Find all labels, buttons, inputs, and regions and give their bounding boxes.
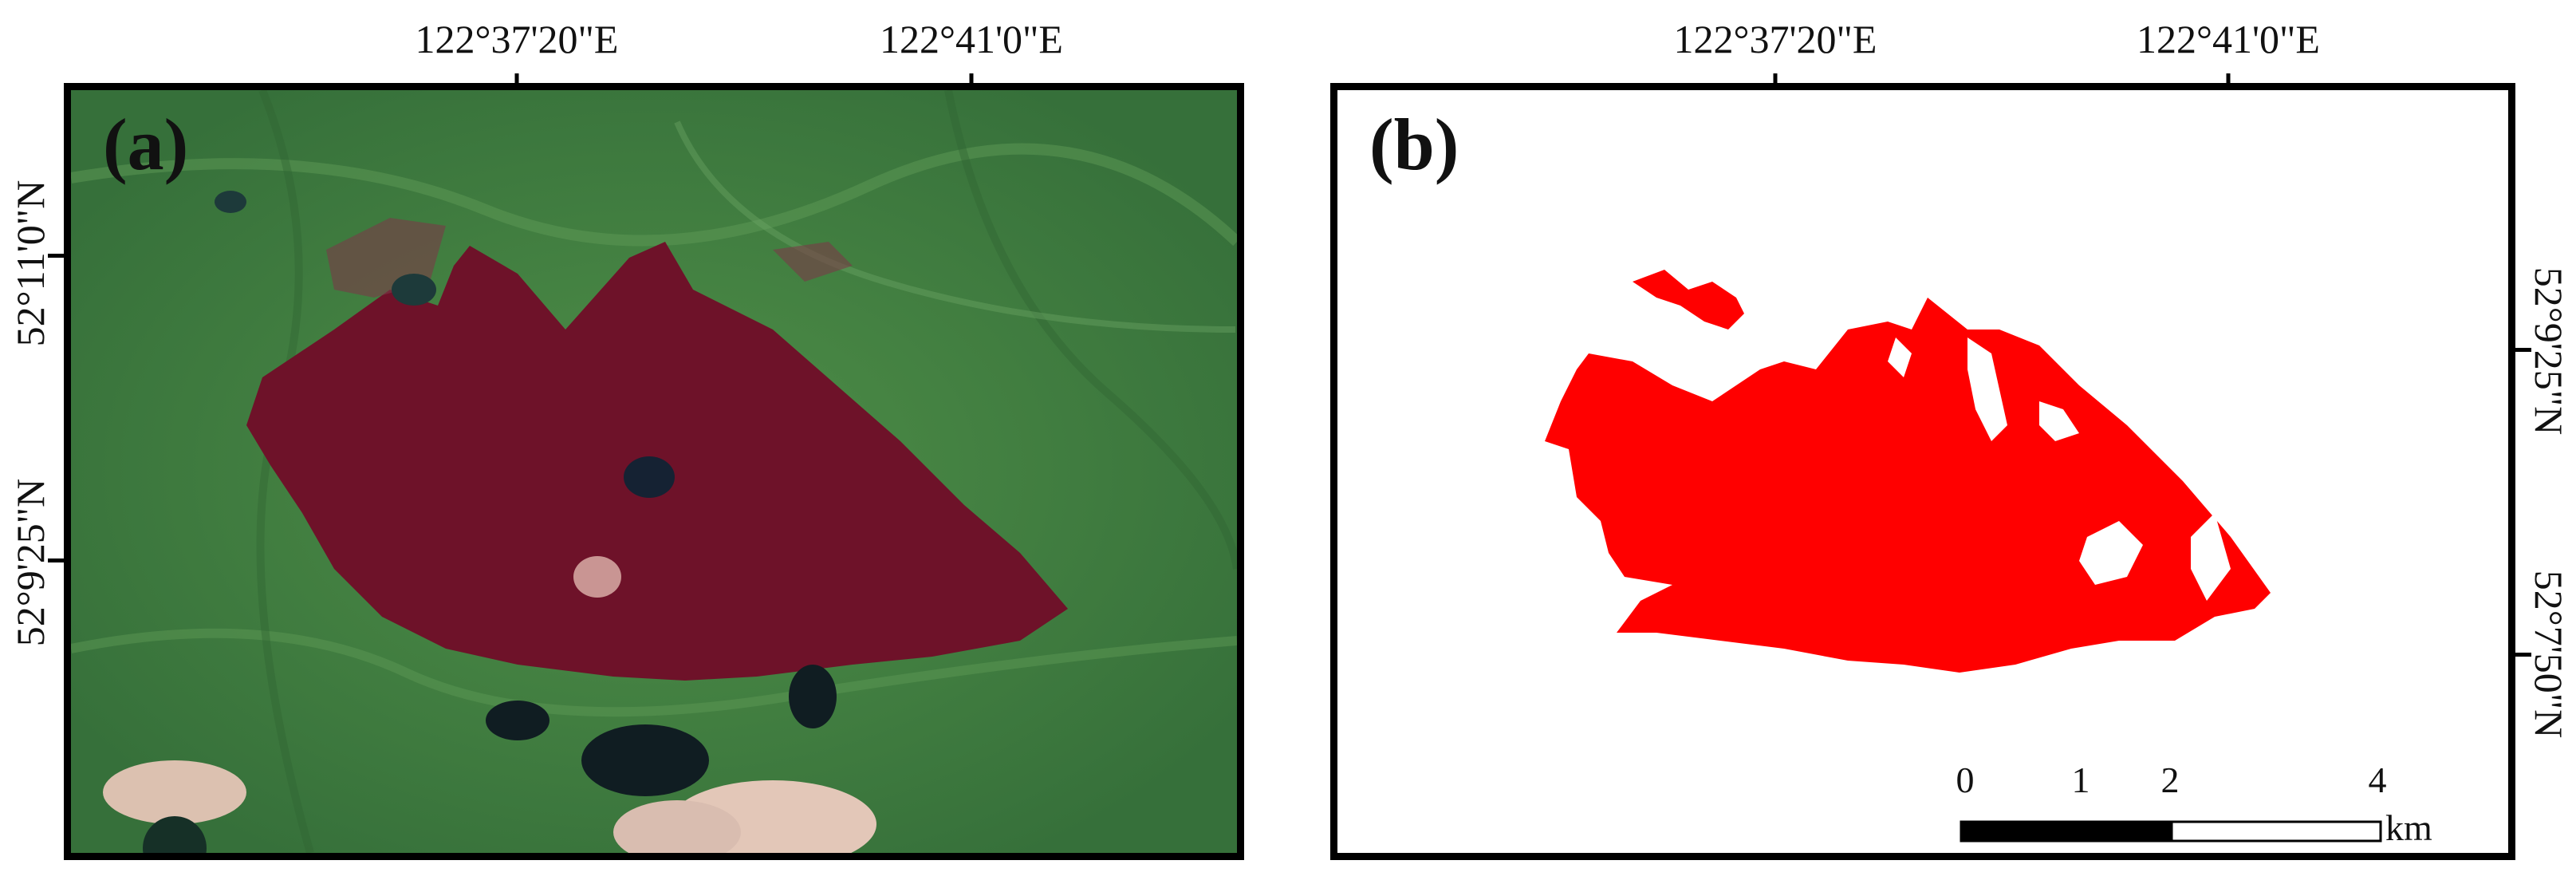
lat-label-a-2: 52°9'25"N (8, 478, 53, 647)
lat-label-a-1: 52°11'0"N (8, 180, 53, 347)
lat-tick (2512, 348, 2531, 352)
satellite-image-panel: (a) (64, 83, 1244, 860)
burn-mask (1545, 298, 2271, 673)
panel-b-label: (b) (1369, 104, 1459, 185)
lon-tick (2226, 73, 2231, 88)
panel-a-label: (a) (103, 104, 189, 185)
scale-bar (1960, 820, 2382, 843)
lon-label-a-2: 122°41'0"E (880, 17, 1063, 61)
scale-tick-label: 2 (2160, 760, 2180, 800)
lat-label-b-2: 52°7'50"N (2527, 570, 2571, 739)
scale-tick-label: 0 (1956, 760, 1975, 800)
lon-label-b-2: 122°41'0"E (2137, 17, 2320, 61)
lat-label-b-1: 52°9'25"N (2527, 266, 2571, 436)
scale-unit: km (2385, 807, 2432, 848)
satellite-image (71, 90, 1237, 853)
lon-tick (969, 73, 974, 88)
lon-label-a-1: 122°37'20"E (415, 17, 619, 61)
lon-tick (514, 73, 519, 88)
burn-mask-map (1545, 270, 2271, 673)
burn-mask-panel: (b) 0 1 2 4 km (1330, 83, 2515, 860)
lon-label-b-1: 122°37'20"E (1673, 17, 1877, 61)
lat-tick (2512, 653, 2531, 657)
scale-tick-label: 1 (2071, 760, 2090, 800)
scale-tick-label: 4 (2368, 760, 2387, 800)
lon-tick (1773, 73, 1778, 88)
lat-tick (48, 558, 67, 562)
lat-tick (48, 254, 67, 258)
